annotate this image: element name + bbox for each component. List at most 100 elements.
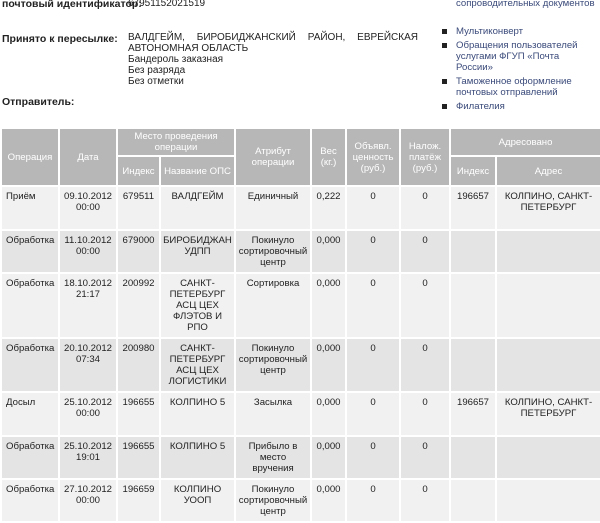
- cell-weight: 0,000: [310, 478, 348, 523]
- accepted-marks: Без отметки: [128, 76, 184, 87]
- cell-index: 196659: [116, 478, 161, 523]
- bullet-icon: [442, 79, 447, 84]
- bullet-icon: [442, 29, 447, 34]
- cell-index: 679000: [116, 229, 161, 274]
- cell-index: 196655: [116, 391, 161, 437]
- cell-attribute: Прибыло в место вручения: [234, 435, 313, 480]
- cell-operation: Досыл: [0, 391, 60, 437]
- cell-declared: 0: [345, 435, 402, 480]
- cell-weight: 0,000: [310, 337, 348, 393]
- cell-cod: 0: [399, 272, 452, 339]
- table-row: Обработка 27.10.2012 00:00 196659 КОЛПИНО У…: [0, 478, 600, 523]
- cell-to-index: [449, 272, 498, 339]
- cell-index: 196655: [116, 435, 161, 480]
- cell-to-address: КОЛПИНО, САНКТ-ПЕТЕРБУРГ: [495, 391, 600, 437]
- cell-index: 679511: [116, 185, 161, 231]
- sidebar-item-label[interactable]: Филателия: [456, 101, 505, 112]
- cell-operation: Обработка: [0, 229, 60, 274]
- cell-date: 27.10.2012 00:00: [58, 478, 118, 523]
- cell-date: 25.10.2012 00:00: [58, 391, 118, 437]
- cell-attribute: Покинуло сортировочный центр: [234, 229, 313, 274]
- cell-to-index: [449, 435, 498, 480]
- cell-cod: 0: [399, 478, 452, 523]
- cell-weight: 0,000: [310, 229, 348, 274]
- cell-to-address: [495, 272, 600, 339]
- col-address: Адрес: [495, 155, 600, 187]
- cell-attribute: Сортировка: [234, 272, 313, 339]
- cell-ops-name: БИРОБИДЖАН УДПП: [158, 229, 237, 274]
- cell-index: 200992: [116, 272, 161, 339]
- accepted-label: Принято к пересылке:: [2, 33, 118, 45]
- cell-date: 11.10.2012 00:00: [58, 229, 118, 274]
- cell-attribute: Засылка: [234, 391, 313, 437]
- cell-cod: 0: [399, 391, 452, 437]
- table-row: Приём 09.10.2012 00:00 679511 ВАЛДГЕЙМ Едини…: [0, 185, 600, 231]
- table-row: Досыл 25.10.2012 00:00 196655 КОЛПИНО 5 Засы…: [0, 391, 600, 437]
- cell-weight: 0,000: [310, 435, 348, 480]
- col-cod: Налож. платёж (руб.): [399, 127, 452, 187]
- cell-declared: 0: [345, 272, 402, 339]
- cell-to-address: [495, 435, 600, 480]
- cell-operation: Обработка: [0, 435, 60, 480]
- cell-to-address: [495, 478, 600, 523]
- sidebar-item-label[interactable]: Таможенное оформление почтовых отправлен…: [456, 76, 572, 98]
- cell-to-index: [449, 337, 498, 393]
- cell-declared: 0: [345, 478, 402, 523]
- cell-declared: 0: [345, 391, 402, 437]
- accepted-address: ВАЛДГЕЙМ, БИРОБИДЖАНСКИЙ РАЙОН, ЕВРЕЙСКА…: [128, 32, 418, 54]
- cell-cod: 0: [399, 229, 452, 274]
- col-weight: Вес (кг.): [310, 127, 348, 187]
- cell-ops-name: КОЛПИНО 5: [158, 391, 237, 437]
- cell-cod: 0: [399, 185, 452, 231]
- col-place: Место проведения операции: [115, 127, 237, 157]
- cell-cod: 0: [399, 337, 452, 393]
- cell-index: 200980: [116, 337, 161, 393]
- cell-cod: 0: [399, 435, 452, 480]
- cell-to-index: 196657: [449, 185, 498, 231]
- cell-date: 25.10.2012 19:01: [58, 435, 118, 480]
- cell-to-address: [495, 229, 600, 274]
- sidebar-item-label[interactable]: Мультиконверт: [456, 26, 524, 37]
- tracking-label: почтовый идентификатор:: [2, 0, 142, 10]
- col-addressed: Адресовано: [449, 127, 600, 157]
- tracking-table: Операция Дата Место проведения операции …: [0, 127, 600, 523]
- accepted-type: Бандероль заказная: [128, 54, 224, 65]
- table-row: Обработка 20.10.2012 07:34 200980 САНКТ-ПЕТ…: [0, 337, 600, 393]
- cell-to-address: КОЛПИНО, САНКТ-ПЕТЕРБУРГ: [495, 185, 600, 231]
- col-operation: Операция: [0, 127, 60, 187]
- cell-weight: 0,000: [310, 391, 348, 437]
- cell-ops-name: САНКТ-ПЕТЕРБУРГ АСЦ ЦЕХ ЛОГИСТИКИ: [158, 337, 237, 393]
- cell-ops-name: КОЛПИНО УООП: [158, 478, 237, 523]
- col-attribute: Атрибут операции: [234, 127, 313, 187]
- sidebar-item-label[interactable]: сопроводительных документов: [456, 0, 595, 9]
- cell-attribute: Покинуло сортировочный центр: [234, 337, 313, 393]
- cell-declared: 0: [345, 185, 402, 231]
- bullet-icon: [442, 43, 447, 48]
- cell-ops-name: КОЛПИНО 5: [158, 435, 237, 480]
- col-ops-name: Название ОПС: [158, 155, 237, 187]
- cell-attribute: Единичный: [234, 185, 313, 231]
- cell-to-index: [449, 229, 498, 274]
- cell-attribute: Покинуло сортировочный центр: [234, 478, 313, 523]
- sender-label: Отправитель:: [2, 96, 75, 108]
- cell-declared: 0: [345, 229, 402, 274]
- col-addr-index: Индекс: [449, 155, 498, 187]
- cell-weight: 0,222: [310, 185, 348, 231]
- accepted-category: Без разряда: [128, 65, 186, 76]
- cell-operation: Обработка: [0, 272, 60, 339]
- cell-operation: Обработка: [0, 478, 60, 523]
- cell-to-index: 196657: [449, 391, 498, 437]
- col-date: Дата: [58, 127, 118, 187]
- cell-date: 09.10.2012 00:00: [58, 185, 118, 231]
- table-row: Обработка 25.10.2012 19:01 196655 КОЛПИНО 5…: [0, 435, 600, 480]
- cell-date: 20.10.2012 07:34: [58, 337, 118, 393]
- col-index: Индекс: [116, 155, 161, 187]
- cell-date: 18.10.2012 21:17: [58, 272, 118, 339]
- cell-declared: 0: [345, 337, 402, 393]
- col-declared-value: Объявл. ценность (руб.): [345, 127, 402, 187]
- cell-operation: Приём: [0, 185, 60, 231]
- sidebar-item-label[interactable]: Обращения пользователей услугами ФГУП «П…: [456, 40, 578, 73]
- cell-to-index: [449, 478, 498, 523]
- cell-ops-name: ВАЛДГЕЙМ: [158, 185, 237, 231]
- cell-to-address: [495, 337, 600, 393]
